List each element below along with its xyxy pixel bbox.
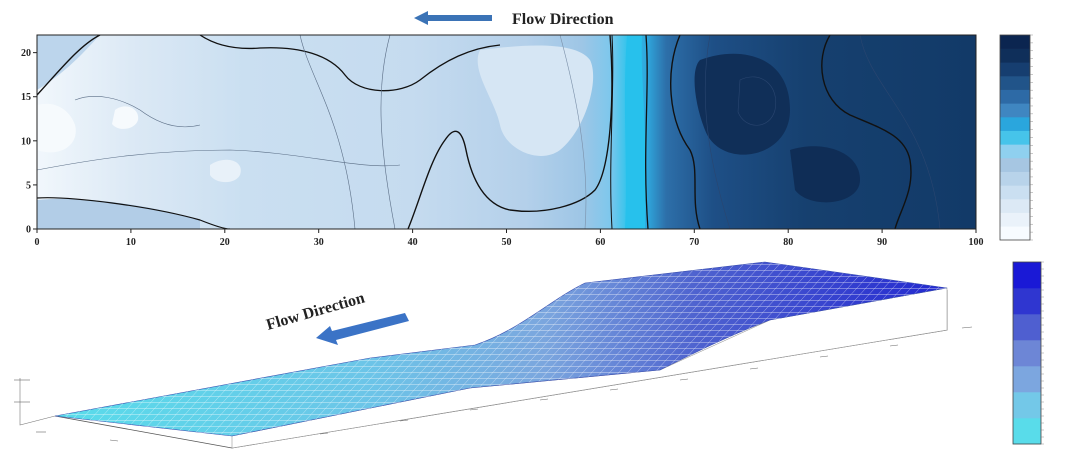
colorbar-top-swatch bbox=[1000, 226, 1030, 241]
contour-line bbox=[610, 35, 614, 229]
x-tick-label: 40 bbox=[408, 237, 418, 248]
surface-base-frame bbox=[19, 378, 56, 426]
contour-line bbox=[299, 35, 356, 229]
colorbar-top-swatch bbox=[1000, 130, 1030, 145]
colorbar-top-swatch bbox=[1000, 199, 1030, 213]
colorbar-top-swatch bbox=[1000, 35, 1030, 49]
x-tick-label: 0 bbox=[35, 237, 40, 248]
colorbar-bottom-swatch bbox=[1013, 418, 1041, 445]
x-tick-label: 80 bbox=[783, 237, 793, 248]
colorbar-top-swatch bbox=[1000, 89, 1030, 104]
contour-line bbox=[737, 76, 777, 126]
cyan-band bbox=[624, 35, 646, 229]
contour-line bbox=[645, 35, 649, 229]
colorbar-bottom-swatch bbox=[1013, 340, 1041, 367]
colorbar-bottom-swatch bbox=[1013, 366, 1041, 393]
x-axis: 0 10 20 30 40 50 60 70 80 90 100 bbox=[35, 229, 984, 248]
y-tick-label: 5 bbox=[26, 180, 31, 191]
light-region bbox=[210, 159, 241, 183]
contour-line bbox=[199, 35, 501, 92]
contour-line bbox=[380, 35, 396, 229]
flow-direction-arrow-top bbox=[414, 11, 492, 25]
contour-line bbox=[559, 35, 587, 229]
y-tick-label: 15 bbox=[21, 92, 31, 103]
contour-line bbox=[407, 35, 613, 229]
contour-line bbox=[821, 35, 912, 229]
x-tick-label: 10 bbox=[126, 237, 136, 248]
colorbar-top-swatch bbox=[1000, 117, 1030, 131]
colorbar-top-swatch bbox=[1000, 62, 1030, 77]
light-region bbox=[37, 103, 76, 153]
x-tick-label: 100 bbox=[969, 237, 984, 248]
contour-line bbox=[669, 35, 701, 229]
darker-region bbox=[37, 198, 200, 229]
dark-region bbox=[694, 53, 790, 155]
contour-line bbox=[37, 197, 231, 229]
light-region bbox=[477, 45, 594, 156]
y-tick-label: 20 bbox=[21, 48, 31, 59]
colorbar-top-swatch bbox=[1000, 103, 1030, 118]
contour-line bbox=[74, 96, 201, 128]
colorbar-top-swatch bbox=[1000, 185, 1030, 200]
y-tick-label: 10 bbox=[21, 136, 31, 147]
x-tick-label: 70 bbox=[689, 237, 699, 248]
colorbar-bottom-swatch bbox=[1013, 314, 1041, 341]
surface-wireframe bbox=[55, 262, 947, 436]
colorbar-top bbox=[999, 34, 1033, 241]
x-tick-label: 30 bbox=[314, 237, 324, 248]
contour-plot: 0 10 20 30 40 50 60 70 80 90 100 0 5 10 15 20 bbox=[21, 34, 984, 248]
colorbar-bottom-swatch bbox=[1013, 392, 1041, 419]
colorbar-top-swatch bbox=[1000, 171, 1030, 186]
surface-ticks bbox=[14, 326, 973, 442]
contour-line bbox=[37, 35, 101, 96]
light-region bbox=[112, 106, 139, 129]
x-tick-label: 50 bbox=[502, 237, 512, 248]
colorbar-bottom-swatch bbox=[1013, 288, 1041, 315]
darker-region bbox=[37, 35, 100, 90]
contour-line bbox=[859, 35, 941, 229]
y-tick-label: 0 bbox=[26, 225, 31, 236]
colorbar-bottom bbox=[1012, 261, 1044, 445]
surface-plot bbox=[14, 261, 973, 449]
x-tick-label: 20 bbox=[220, 237, 230, 248]
flow-direction-label-top: Flow Direction bbox=[512, 11, 614, 28]
y-axis: 0 5 10 15 20 bbox=[21, 48, 37, 236]
contour-line bbox=[704, 35, 731, 229]
flow-direction-arrow-bottom bbox=[316, 313, 409, 345]
x-tick-label: 90 bbox=[877, 237, 887, 248]
colorbar-bottom-swatch bbox=[1013, 262, 1041, 289]
contour-line bbox=[37, 149, 401, 171]
colorbar-top-swatch bbox=[1000, 48, 1030, 63]
colorbar-top-swatch bbox=[1000, 158, 1030, 172]
colorbar-top-swatch bbox=[1000, 212, 1030, 227]
colorbar-top-swatch bbox=[1000, 76, 1030, 90]
dark-region bbox=[790, 146, 860, 203]
colorbar-top-swatch bbox=[1000, 144, 1030, 159]
x-tick-label: 60 bbox=[595, 237, 605, 248]
